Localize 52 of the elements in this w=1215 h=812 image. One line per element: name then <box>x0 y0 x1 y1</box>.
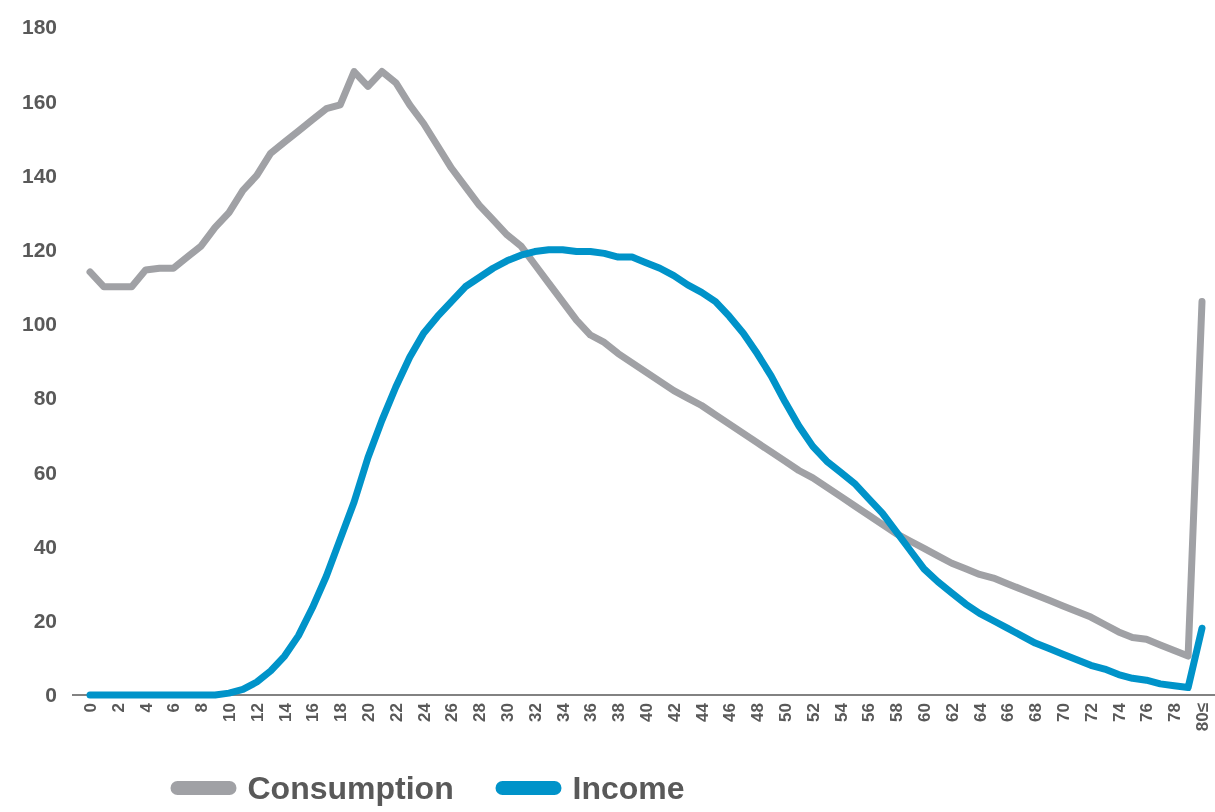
x-tick-label: 54 <box>831 702 851 722</box>
x-tick-label: 14 <box>275 702 295 722</box>
x-tick-label: 18 <box>331 703 351 722</box>
x-tick-label: 26 <box>442 703 462 722</box>
y-tick-label: 160 <box>21 89 57 113</box>
x-tick-label: 80≤ <box>1192 703 1212 732</box>
x-tick-label: 40 <box>636 703 656 722</box>
x-tick-label: 20 <box>358 703 378 722</box>
y-tick-label: 100 <box>21 312 57 336</box>
x-tick-label: 22 <box>386 703 406 722</box>
y-tick-label: 80 <box>33 386 57 410</box>
x-tick-label: 8 <box>192 703 212 713</box>
legend-label: Income <box>572 770 685 807</box>
x-tick-label: 10 <box>219 703 239 722</box>
x-tick-label: 72 <box>1081 703 1101 722</box>
x-tick-label: 66 <box>998 703 1018 722</box>
x-tick-label: 46 <box>720 703 740 722</box>
x-tick-label: 68 <box>1026 703 1046 722</box>
x-tick-label: 64 <box>970 702 990 722</box>
x-tick-label: 24 <box>414 702 434 722</box>
x-tick-label: 6 <box>164 703 184 713</box>
y-tick-label: 40 <box>33 534 57 558</box>
x-tick-label: 50 <box>775 703 795 722</box>
x-tick-label: 62 <box>942 703 962 722</box>
y-tick-label: 180 <box>21 15 57 39</box>
x-tick-label: 4 <box>136 702 156 713</box>
y-tick-label: 60 <box>33 460 57 484</box>
x-tick-label: 58 <box>887 703 907 722</box>
x-tick-label: 78 <box>1165 703 1185 722</box>
x-tick-label: 32 <box>525 703 545 722</box>
x-tick-label: 60 <box>914 703 934 722</box>
x-tick-label: 30 <box>497 703 517 722</box>
x-tick-label: 28 <box>470 703 490 722</box>
y-tick-label: 20 <box>33 609 57 633</box>
x-tick-label: 36 <box>581 703 601 722</box>
x-tick-label: 38 <box>609 703 629 722</box>
x-tick-label: 12 <box>247 703 267 722</box>
x-tick-label: 76 <box>1137 703 1157 722</box>
legend-label: Consumption <box>247 770 454 807</box>
x-tick-label: 16 <box>303 703 323 722</box>
x-tick-label: 74 <box>1109 702 1129 722</box>
x-tick-label: 44 <box>692 702 712 722</box>
y-tick-label: 140 <box>21 163 57 187</box>
x-tick-label: 70 <box>1053 703 1073 722</box>
x-tick-label: 34 <box>553 702 573 722</box>
x-tick-label: 42 <box>664 703 684 722</box>
x-tick-label: 56 <box>859 703 879 722</box>
y-tick-label: 120 <box>21 238 57 262</box>
x-tick-label: 2 <box>108 703 128 713</box>
x-tick-label: 48 <box>748 703 768 722</box>
x-tick-label: 52 <box>803 703 823 722</box>
x-tick-label: 0 <box>80 703 100 713</box>
